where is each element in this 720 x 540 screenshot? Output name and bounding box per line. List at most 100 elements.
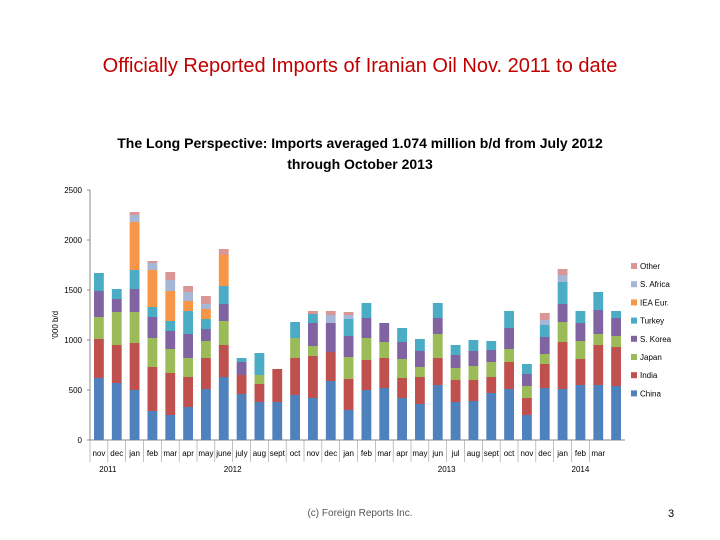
x-year-label: 2014 [572, 465, 590, 474]
bar-segment [165, 331, 176, 349]
bar-segment [129, 390, 140, 440]
bar-segment [486, 362, 497, 377]
bar-segment [575, 341, 586, 359]
bar-segment [218, 377, 229, 440]
bar-segment [129, 343, 140, 390]
bar-segment [450, 355, 461, 368]
bar-segment [361, 338, 372, 360]
bar-segment [522, 386, 532, 398]
bar-segment [415, 367, 425, 377]
bar-segment [201, 329, 211, 341]
x-tick-label: aug [253, 449, 266, 458]
x-tick-label: mar [591, 449, 605, 458]
bar-segment [539, 325, 550, 337]
x-year-label: 2013 [438, 465, 456, 474]
x-tick-label: jul [451, 449, 460, 458]
bar-segment [539, 337, 550, 354]
bar-segment [183, 358, 193, 377]
bar-segment [147, 338, 158, 367]
bar-segment [165, 415, 176, 440]
bar-segment [450, 380, 461, 402]
bar-segment [201, 319, 211, 329]
bar-segment [94, 317, 104, 339]
bar-segment [486, 350, 497, 362]
bar-segment [343, 410, 354, 440]
bar-segment [486, 393, 497, 440]
bar-segment [201, 309, 211, 319]
bar-segment [539, 364, 550, 388]
bar-segment [111, 383, 122, 440]
bar-segment [165, 291, 176, 321]
x-tick-label: aug [467, 449, 480, 458]
x-tick-label: july [235, 449, 248, 458]
bar-segment [611, 336, 621, 347]
bar-segment [111, 299, 122, 312]
bar-segment [468, 351, 479, 366]
bar-segment [201, 358, 211, 389]
bar-segment [522, 364, 532, 374]
bar-segment [397, 328, 407, 342]
legend-swatch [631, 317, 637, 324]
bar-segment [450, 402, 461, 440]
bar-segment [504, 389, 514, 440]
bar-segment [111, 289, 122, 299]
bar-segment [575, 323, 586, 341]
x-tick-label: mar [377, 449, 391, 458]
bar-segment [557, 304, 568, 322]
bar-segment [147, 317, 158, 338]
y-tick-label: 500 [69, 386, 83, 395]
bar-segment [218, 286, 229, 304]
x-tick-label: may [412, 449, 427, 458]
bar-segment [254, 402, 265, 440]
bar-segment [218, 321, 229, 345]
x-tick-label: jun [431, 449, 443, 458]
x-tick-label: oct [504, 449, 515, 458]
bar-segment [397, 342, 407, 359]
bar-segment [468, 366, 479, 380]
bar-segment [557, 275, 568, 282]
bar-segment [504, 311, 514, 328]
x-tick-label: jan [556, 449, 568, 458]
bar-segment [290, 358, 300, 395]
x-tick-label: feb [147, 449, 159, 458]
bar-segment [183, 286, 193, 292]
bar-segment [557, 322, 568, 342]
x-year-label: 2011 [99, 465, 117, 474]
bar-segment [147, 263, 158, 270]
x-tick-label: jan [128, 449, 140, 458]
legend-label: India [640, 371, 658, 380]
bar-segment [593, 310, 604, 334]
x-tick-label: sept [484, 449, 500, 458]
x-tick-label: nov [306, 449, 319, 458]
bar-segment [236, 362, 247, 375]
bar-segment [593, 334, 604, 345]
bar-segment [165, 373, 176, 415]
bar-segment [201, 389, 211, 440]
bar-segment [575, 359, 586, 385]
bar-segment [522, 374, 532, 386]
bar-segment [147, 367, 158, 411]
bar-segment [379, 323, 390, 342]
bar-segment [575, 311, 586, 323]
legend-label: Japan [640, 353, 662, 362]
page-number: 3 [668, 508, 675, 520]
bar-segment [183, 292, 193, 301]
x-tick-label: dec [324, 449, 337, 458]
bar-segment [308, 356, 318, 398]
bar-segment [183, 407, 193, 440]
x-tick-label: oct [290, 449, 301, 458]
legend-swatch [631, 335, 637, 342]
bar-segment [504, 328, 514, 349]
bar-segment [290, 338, 300, 358]
bar-segment [575, 385, 586, 440]
bar-segment [183, 311, 193, 334]
bar-segment [325, 352, 336, 381]
bar-segment [308, 323, 318, 346]
bar-segment [468, 380, 479, 401]
x-year-label: 2012 [224, 465, 242, 474]
legend-label: IEA Eur. [640, 298, 669, 307]
legend-swatch [631, 263, 637, 269]
bar-segment [129, 312, 140, 343]
bar-segment [522, 415, 532, 440]
bar-segment [379, 388, 390, 440]
